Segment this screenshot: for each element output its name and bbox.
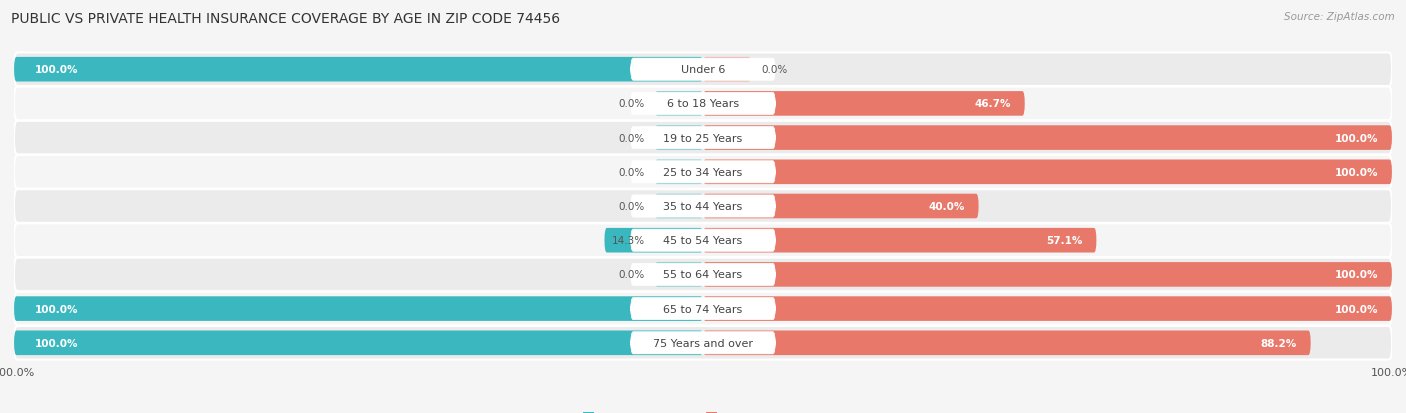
Text: 0.0%: 0.0% bbox=[619, 202, 644, 211]
FancyBboxPatch shape bbox=[703, 297, 1392, 321]
FancyBboxPatch shape bbox=[605, 228, 703, 253]
FancyBboxPatch shape bbox=[655, 194, 703, 219]
Text: 46.7%: 46.7% bbox=[974, 99, 1011, 109]
FancyBboxPatch shape bbox=[14, 156, 1392, 189]
FancyBboxPatch shape bbox=[631, 195, 775, 218]
FancyBboxPatch shape bbox=[14, 292, 1392, 325]
Text: 0.0%: 0.0% bbox=[619, 99, 644, 109]
FancyBboxPatch shape bbox=[14, 331, 703, 355]
FancyBboxPatch shape bbox=[631, 161, 775, 183]
Text: 100.0%: 100.0% bbox=[1334, 133, 1378, 143]
FancyBboxPatch shape bbox=[703, 228, 1097, 253]
Text: 100.0%: 100.0% bbox=[1334, 167, 1378, 177]
Text: Under 6: Under 6 bbox=[681, 65, 725, 75]
Text: 100.0%: 100.0% bbox=[1334, 304, 1378, 314]
FancyBboxPatch shape bbox=[631, 59, 775, 81]
Text: 100.0%: 100.0% bbox=[35, 338, 79, 348]
Text: 75 Years and over: 75 Years and over bbox=[652, 338, 754, 348]
FancyBboxPatch shape bbox=[655, 160, 703, 185]
Text: 100.0%: 100.0% bbox=[1334, 270, 1378, 280]
FancyBboxPatch shape bbox=[631, 263, 775, 286]
Text: 25 to 34 Years: 25 to 34 Years bbox=[664, 167, 742, 177]
FancyBboxPatch shape bbox=[703, 331, 1310, 355]
Text: 35 to 44 Years: 35 to 44 Years bbox=[664, 202, 742, 211]
Text: 0.0%: 0.0% bbox=[619, 167, 644, 177]
FancyBboxPatch shape bbox=[703, 92, 1025, 116]
FancyBboxPatch shape bbox=[703, 194, 979, 219]
Text: Source: ZipAtlas.com: Source: ZipAtlas.com bbox=[1284, 12, 1395, 22]
FancyBboxPatch shape bbox=[14, 58, 703, 82]
Text: 55 to 64 Years: 55 to 64 Years bbox=[664, 270, 742, 280]
Text: 65 to 74 Years: 65 to 74 Years bbox=[664, 304, 742, 314]
FancyBboxPatch shape bbox=[703, 126, 1392, 151]
Text: 100.0%: 100.0% bbox=[35, 304, 79, 314]
Text: 0.0%: 0.0% bbox=[619, 270, 644, 280]
FancyBboxPatch shape bbox=[14, 224, 1392, 257]
FancyBboxPatch shape bbox=[703, 58, 751, 82]
FancyBboxPatch shape bbox=[703, 262, 1392, 287]
FancyBboxPatch shape bbox=[14, 326, 1392, 360]
Text: 57.1%: 57.1% bbox=[1046, 236, 1083, 246]
FancyBboxPatch shape bbox=[14, 297, 703, 321]
Text: 0.0%: 0.0% bbox=[762, 65, 787, 75]
Text: 45 to 54 Years: 45 to 54 Years bbox=[664, 236, 742, 246]
Text: 6 to 18 Years: 6 to 18 Years bbox=[666, 99, 740, 109]
Legend: Public Insurance, Private Insurance: Public Insurance, Private Insurance bbox=[579, 408, 827, 413]
FancyBboxPatch shape bbox=[631, 93, 775, 115]
FancyBboxPatch shape bbox=[14, 53, 1392, 87]
FancyBboxPatch shape bbox=[655, 262, 703, 287]
Text: 100.0%: 100.0% bbox=[35, 65, 79, 75]
Text: 19 to 25 Years: 19 to 25 Years bbox=[664, 133, 742, 143]
Text: 40.0%: 40.0% bbox=[928, 202, 965, 211]
FancyBboxPatch shape bbox=[655, 92, 703, 116]
FancyBboxPatch shape bbox=[631, 127, 775, 150]
FancyBboxPatch shape bbox=[631, 230, 775, 252]
Text: 14.3%: 14.3% bbox=[612, 236, 644, 246]
FancyBboxPatch shape bbox=[631, 298, 775, 320]
Text: PUBLIC VS PRIVATE HEALTH INSURANCE COVERAGE BY AGE IN ZIP CODE 74456: PUBLIC VS PRIVATE HEALTH INSURANCE COVER… bbox=[11, 12, 561, 26]
FancyBboxPatch shape bbox=[14, 121, 1392, 155]
FancyBboxPatch shape bbox=[14, 258, 1392, 292]
FancyBboxPatch shape bbox=[631, 332, 775, 354]
FancyBboxPatch shape bbox=[14, 190, 1392, 223]
Text: 0.0%: 0.0% bbox=[619, 133, 644, 143]
FancyBboxPatch shape bbox=[14, 88, 1392, 121]
FancyBboxPatch shape bbox=[703, 160, 1392, 185]
FancyBboxPatch shape bbox=[655, 126, 703, 151]
Text: 88.2%: 88.2% bbox=[1261, 338, 1296, 348]
